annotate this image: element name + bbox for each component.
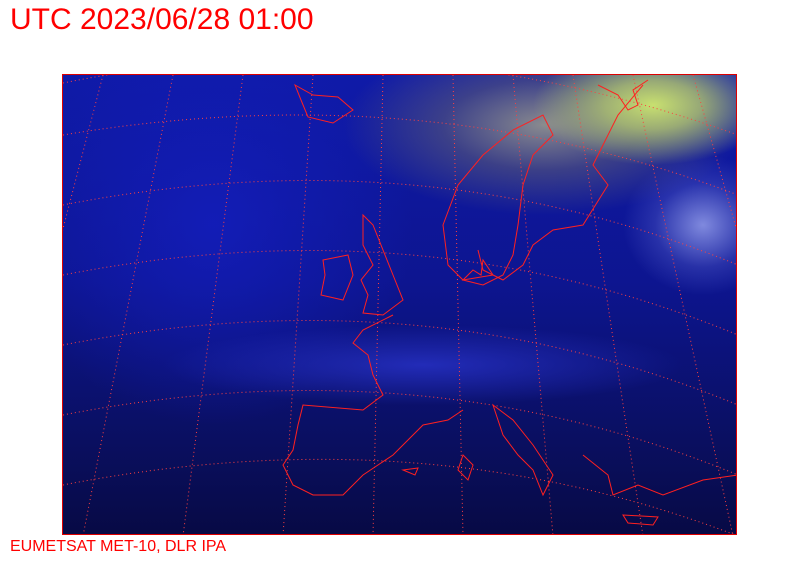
coastlines: [282, 79, 736, 526]
graticule: [63, 75, 736, 534]
map-overlay: [63, 75, 736, 534]
satellite-map: [62, 74, 737, 535]
data-credit: EUMETSAT MET-10, DLR IPA: [10, 538, 227, 555]
timestamp-title: UTC 2023/06/28 01:00: [10, 3, 314, 36]
